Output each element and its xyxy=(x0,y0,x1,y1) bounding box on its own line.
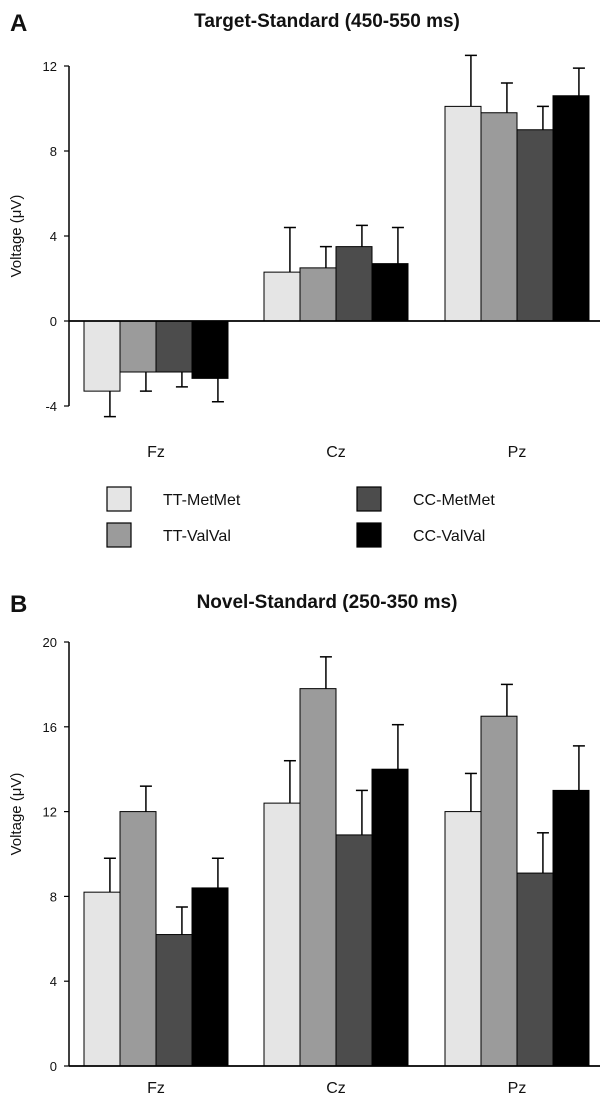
panel-b-title: Novel-Standard (250-350 ms) xyxy=(197,592,458,613)
panel-1-y-tick-label: 4 xyxy=(50,974,57,989)
panel-0-bar-pz-tt-metmet xyxy=(444,105,482,322)
panel-1-bar-pz-tt-metmet xyxy=(444,811,482,1067)
panel-0-bar-fz-cc-valval xyxy=(191,320,229,379)
panel-1-bar-fz-cc-metmet xyxy=(155,934,193,1067)
panel-a-y-axis-label: Voltage (μV) xyxy=(8,195,25,278)
panel-b-label: B xyxy=(10,591,27,618)
panel-0-bar-pz-cc-valval xyxy=(552,95,590,322)
panel-a-label: A xyxy=(10,10,27,37)
panel-0-category-label-pz: Pz xyxy=(508,444,527,461)
panel-0-bar-fz-tt-metmet xyxy=(83,320,121,392)
panel-0-bar-pz-cc-metmet xyxy=(516,129,554,322)
panel-1-bar-cz-cc-valval xyxy=(371,768,409,1067)
legend-label-cc-valval: CC-ValVal xyxy=(413,528,485,545)
panel-0-y-tick-label: 12 xyxy=(43,59,57,74)
panel-1-y-tick-label: 8 xyxy=(50,889,57,904)
panel-a-plot: -4 0 4 8 12 Fz Cz Pz xyxy=(43,54,600,461)
panel-1-y-tick-label: 16 xyxy=(43,720,57,735)
panel-b-y-axis-label: Voltage (μV) xyxy=(8,773,25,856)
panel-a-title: Target-Standard (450-550 ms) xyxy=(194,11,460,32)
panel-1-bar-pz-cc-valval xyxy=(552,789,590,1067)
panel-b: B Novel-Standard (250-350 ms) Voltage (μ… xyxy=(8,591,600,1097)
panel-0-category-label-fz: Fz xyxy=(147,444,165,461)
panel-1-bar-cz-tt-valval xyxy=(299,688,337,1067)
legend-label-tt-valval: TT-ValVal xyxy=(163,528,231,545)
legend: TT-MetMet TT-ValVal CC-MetMet CC-ValVal xyxy=(106,486,495,548)
panel-1-y-tick-label: 12 xyxy=(43,805,57,820)
panel-1-bar-fz-cc-valval xyxy=(191,887,229,1067)
panel-0-bar-fz-tt-valval xyxy=(119,320,157,373)
panel-0-y-tick-label: 0 xyxy=(50,314,57,329)
panel-1-y-tick-label: 0 xyxy=(50,1059,57,1074)
panel-1-bar-pz-cc-metmet xyxy=(516,872,554,1067)
panel-0-y-tick-label: 4 xyxy=(50,229,57,244)
legend-swatch-cc-valval xyxy=(356,522,382,548)
panel-0-bar-cz-cc-valval xyxy=(371,263,409,322)
panel-0-bar-pz-tt-valval xyxy=(480,112,518,322)
panel-1-category-label-pz: Pz xyxy=(508,1080,527,1097)
panel-1-bar-cz-tt-metmet xyxy=(263,802,301,1067)
panel-0-category-label-cz: Cz xyxy=(326,444,346,461)
panel-a: A Target-Standard (450-550 ms) Voltage (… xyxy=(8,10,600,461)
panel-1-bar-pz-tt-valval xyxy=(480,715,518,1067)
panel-0-bar-cz-tt-metmet xyxy=(263,271,301,322)
panel-1-bar-fz-tt-valval xyxy=(119,811,157,1067)
panel-1-bar-fz-tt-metmet xyxy=(83,891,121,1067)
panel-1-category-label-fz: Fz xyxy=(147,1080,165,1097)
legend-swatch-tt-metmet xyxy=(106,486,132,512)
panel-b-plot: 0 4 8 12 16 20 Fz Cz Pz xyxy=(43,635,600,1097)
panel-0-bar-fz-cc-metmet xyxy=(155,320,193,373)
panel-0-y-tick-label: -4 xyxy=(45,399,57,414)
panel-1-category-label-cz: Cz xyxy=(326,1080,346,1097)
legend-swatch-tt-valval xyxy=(106,522,132,548)
legend-label-tt-metmet: TT-MetMet xyxy=(163,492,241,509)
panel-0-bar-cz-cc-metmet xyxy=(335,246,373,322)
legend-label-cc-metmet: CC-MetMet xyxy=(413,492,495,509)
panel-1-y-tick-label: 20 xyxy=(43,635,57,650)
panel-1-bar-cz-cc-metmet xyxy=(335,834,373,1067)
legend-swatch-cc-metmet xyxy=(356,486,382,512)
panel-0-y-tick-label: 8 xyxy=(50,144,57,159)
panel-0-bar-cz-tt-valval xyxy=(299,267,337,322)
